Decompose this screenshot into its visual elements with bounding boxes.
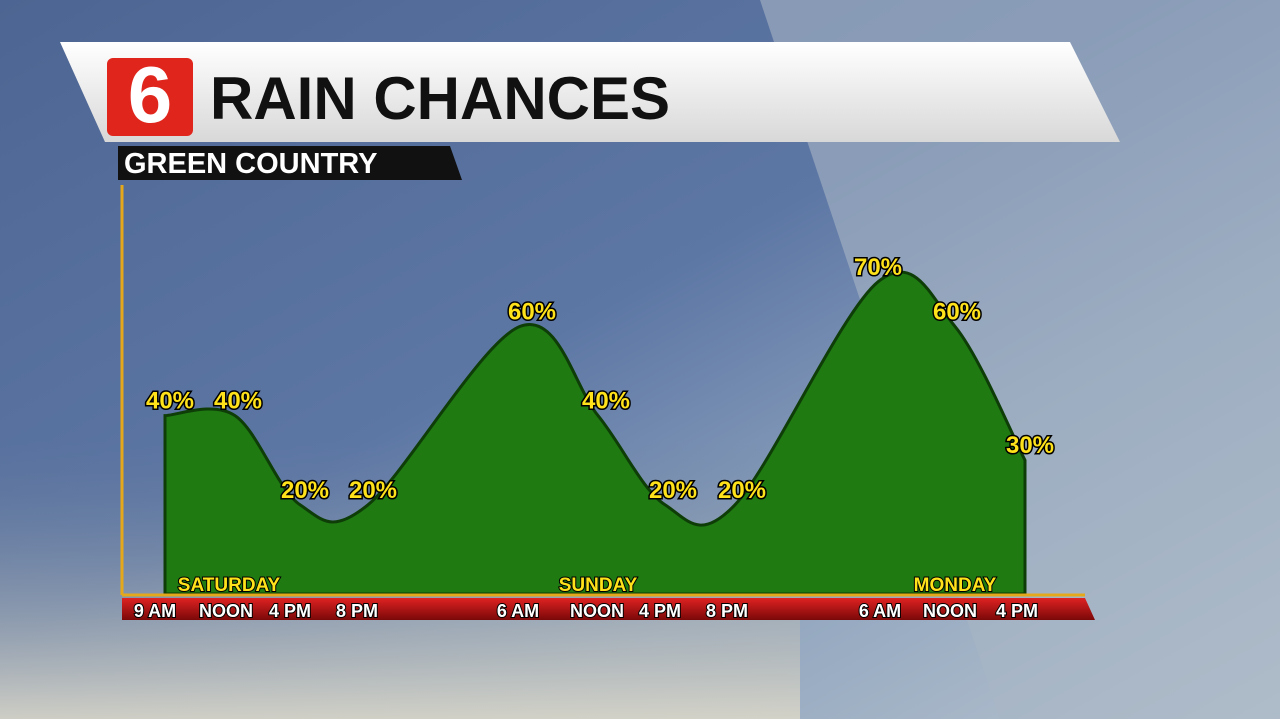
x-tick-label: 4 PM <box>996 601 1038 621</box>
data-label: 20% <box>718 477 766 504</box>
data-label: 60% <box>933 298 981 325</box>
logo: 6 <box>128 50 173 139</box>
day-label: SUNDAY <box>559 575 638 596</box>
logo-box <box>107 58 193 136</box>
area <box>163 270 1027 596</box>
day-label: MONDAY <box>914 575 997 596</box>
data-label: 20% <box>649 477 697 504</box>
x-tick-label: 9 AM <box>134 601 176 621</box>
x-tick-label: 8 PM <box>706 601 748 621</box>
data-label: 40% <box>214 388 262 415</box>
x-tick-label: 4 PM <box>269 601 311 621</box>
data-label: 30% <box>1006 432 1054 459</box>
background-panel <box>760 0 1280 719</box>
x-tick-label: 6 AM <box>859 601 901 621</box>
x-tick-label: NOON <box>570 601 624 621</box>
data-label: 40% <box>582 388 630 415</box>
x-tick-label: 6 AM <box>497 601 539 621</box>
data-label: 40% <box>146 388 194 415</box>
chart-subtitle: GREEN COUNTRY <box>124 148 378 180</box>
x-tick-label: NOON <box>923 601 977 621</box>
data-label: 20% <box>281 477 329 504</box>
subtitle-bar <box>118 146 462 180</box>
x-tick-label: 8 PM <box>336 601 378 621</box>
data-label: 60% <box>508 298 556 325</box>
data-label: 70% <box>854 254 902 281</box>
day-label: SATURDAY <box>178 575 281 596</box>
time-bar <box>122 598 1095 620</box>
data-label: 20% <box>349 477 397 504</box>
chart-title: RAIN CHANCES <box>210 65 670 132</box>
title-bar <box>60 42 1120 142</box>
x-tick-label: NOON <box>199 601 253 621</box>
x-tick-label: 4 PM <box>639 601 681 621</box>
